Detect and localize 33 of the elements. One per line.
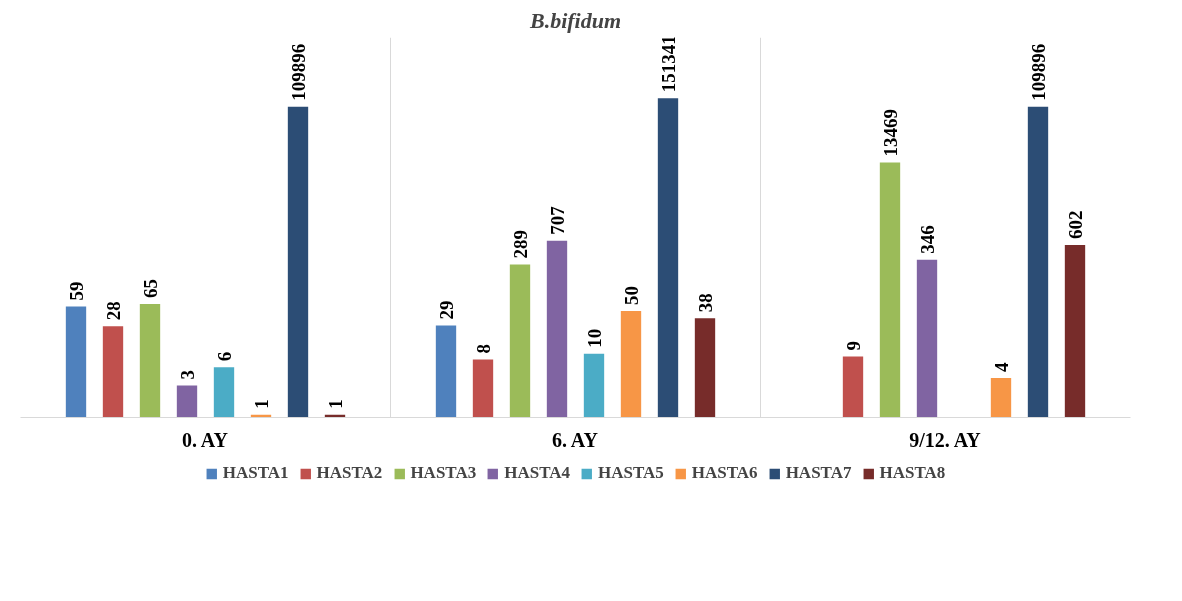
legend-label: HASTA2 <box>316 463 383 483</box>
legend-label: HASTA5 <box>598 463 664 483</box>
data-label: 602 <box>1064 210 1086 239</box>
data-label: 3 <box>176 370 198 380</box>
x-tick-label: 0. AY <box>181 428 229 451</box>
legend-label: HASTA7 <box>785 463 852 483</box>
data-label: 59 <box>65 281 87 301</box>
data-label: 10 <box>583 328 605 348</box>
data-label: 1 <box>324 399 346 409</box>
data-label: 29 <box>435 300 457 320</box>
chart-title: B.bifidum <box>528 7 622 33</box>
data-label: 6 <box>213 351 235 362</box>
data-label: 109896 <box>1027 43 1049 101</box>
x-tick-label: 9/12. AY <box>909 428 982 451</box>
legend-label: HASTA1 <box>222 463 289 483</box>
data-label: 109896 <box>287 43 309 101</box>
data-label: 9 <box>842 340 864 351</box>
legend-label: HASTA8 <box>879 463 946 483</box>
x-tick-label: 6. AY <box>551 428 599 451</box>
data-label: 4 <box>990 361 1012 372</box>
data-label: 707 <box>546 205 568 235</box>
legend-label: HASTA6 <box>691 463 758 483</box>
data-label: 8 <box>472 344 494 354</box>
data-label: 289 <box>509 229 531 259</box>
data-label: 28 <box>102 301 124 321</box>
legend-label: HASTA3 <box>410 463 477 483</box>
data-label: 13469 <box>879 109 901 157</box>
data-label: 1 <box>250 399 272 409</box>
legend-label: HASTA4 <box>504 463 570 483</box>
data-label: 346 <box>916 225 938 254</box>
data-label: 50 <box>620 285 642 305</box>
data-label: 38 <box>694 293 716 313</box>
data-label: 65 <box>139 278 161 298</box>
